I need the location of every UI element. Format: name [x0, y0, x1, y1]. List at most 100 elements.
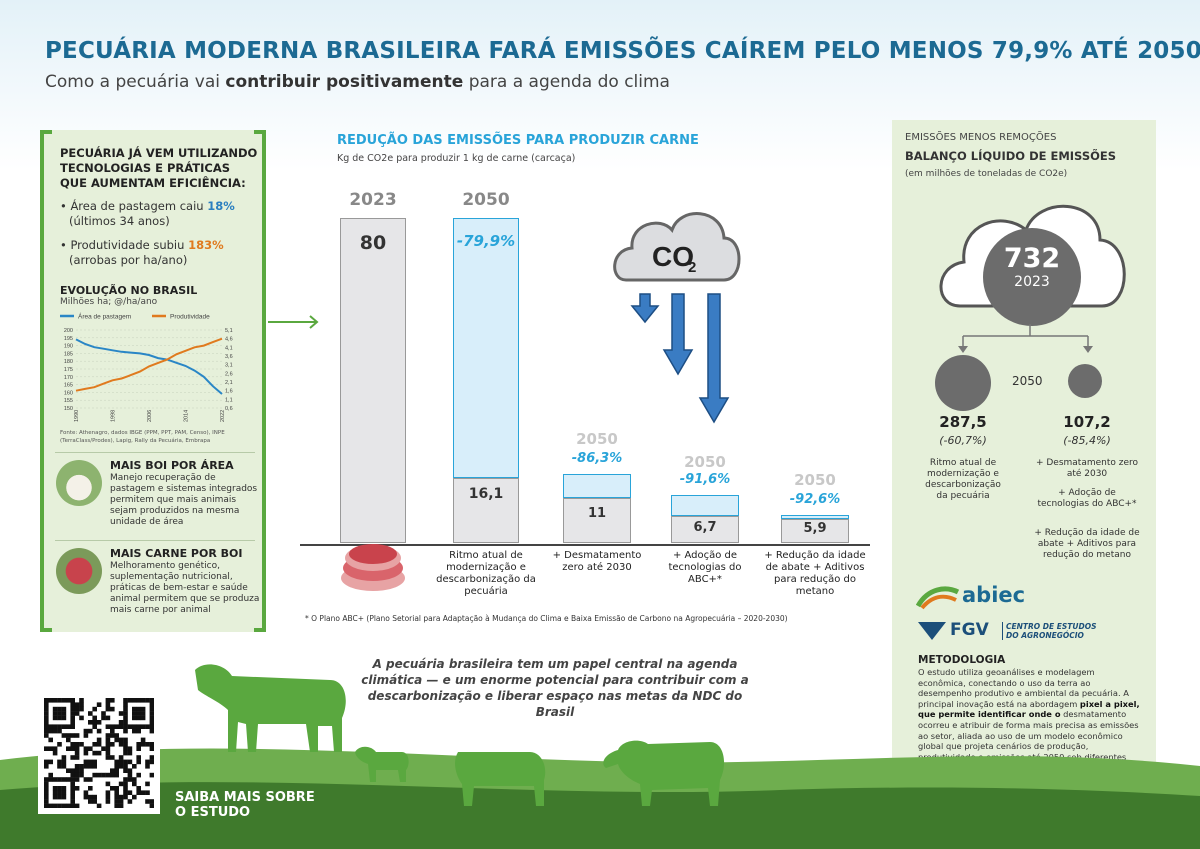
qr-module — [74, 702, 80, 707]
qr-module — [149, 746, 155, 751]
qr-module — [96, 803, 102, 809]
evolution-title: EVOLUÇÃO NO BRASIL — [60, 284, 198, 297]
qr-module — [88, 794, 93, 800]
qr-module — [140, 742, 146, 747]
qr-module — [61, 794, 67, 800]
series-line-pasture — [75, 338, 223, 395]
qr-module — [70, 711, 75, 716]
qr-module — [105, 724, 111, 729]
abiec-logo-icon — [916, 586, 960, 610]
bar-value-label: 11 — [587, 506, 607, 522]
emissions-label: EMISSÕES MENOS REMOÇÕES — [905, 132, 1057, 143]
qr-module — [52, 794, 58, 800]
bar-value-label: 80 — [359, 232, 387, 254]
learn-more-link[interactable]: SAIBA MAIS SOBRE O ESTUDO — [175, 790, 315, 820]
qr-module — [105, 750, 111, 756]
qr-module — [110, 772, 115, 778]
qr-module — [145, 742, 150, 747]
qr-module — [114, 799, 119, 804]
qr-module — [118, 764, 124, 769]
qr-module — [70, 772, 75, 778]
qr-module — [44, 764, 49, 769]
qr-module — [114, 733, 119, 738]
qr-module — [136, 755, 141, 760]
qr-module — [96, 772, 102, 778]
qr-module — [136, 742, 141, 747]
qr-module — [118, 759, 124, 765]
qr-module — [136, 715, 141, 721]
qr-module — [123, 720, 128, 725]
reduction-chart-title: REDUÇÃO DAS EMISSÕES PARA PRODUZIR CARNE — [337, 133, 699, 148]
qr-module — [110, 724, 115, 729]
qr-module — [114, 737, 119, 743]
qr-module — [110, 768, 115, 773]
net-balance-title: BALANÇO LÍQUIDO DE EMISSÕES — [905, 149, 1117, 163]
qr-module — [57, 759, 62, 765]
reduction-pct-label: -91,6% — [679, 472, 731, 487]
qr-module — [105, 698, 111, 703]
qr-module — [88, 799, 93, 804]
qr-module — [61, 715, 67, 721]
more-cattle-title: MAIS BOI POR ÁREA — [110, 459, 234, 472]
qr-module — [136, 786, 141, 791]
qr-module — [123, 728, 128, 734]
qr-module — [127, 746, 133, 751]
efficiency-heading: PECUÁRIA JÁ VEM UTILIZANDO TECNOLOGIAS E… — [60, 146, 258, 190]
qr-module — [92, 750, 97, 756]
qr-module — [57, 794, 62, 800]
qr-module — [145, 698, 150, 703]
evolution-chart-plot: Área de pastagem Produtividade20019519018… — [60, 312, 233, 422]
qr-module — [44, 777, 49, 782]
qr-module — [61, 733, 67, 738]
reduction-bar — [671, 495, 739, 516]
qr-module — [66, 746, 71, 751]
reduction-pct-label: -92,6% — [789, 492, 841, 507]
qr-module — [105, 799, 111, 804]
fgv-logo-text: FGV — [950, 620, 989, 640]
qr-module — [83, 759, 89, 765]
qr-module — [149, 799, 155, 804]
qr-module — [149, 755, 155, 760]
balance-b-caption-1: + Desmatamento zero até 2030 — [1035, 458, 1139, 479]
qr-module — [123, 715, 128, 721]
qr-module — [74, 803, 80, 809]
qr-module — [96, 702, 102, 707]
qr-module — [132, 777, 137, 782]
qr-code[interactable] — [38, 692, 160, 814]
qr-module — [74, 772, 80, 778]
balance-b-circle — [1068, 364, 1102, 398]
qr-module — [110, 733, 115, 738]
qr-module — [96, 728, 102, 734]
legend-label: Produtividade — [170, 314, 210, 321]
qr-module — [118, 794, 124, 800]
y-tick-right: 0,6 — [225, 406, 233, 412]
qr-module — [79, 768, 84, 773]
qr-module — [118, 711, 124, 716]
qr-module — [74, 742, 80, 747]
page-title: PECUÁRIA MODERNA BRASILEIRA FARÁ EMISSÕE… — [45, 38, 1200, 64]
source-note: Fonte: Athenagro, dados IBGE (PPM, PPT, … — [60, 430, 225, 444]
qr-module — [92, 724, 97, 729]
qr-module — [57, 724, 62, 729]
qr-module — [44, 702, 49, 707]
balance-b-value: 107,2 — [1063, 413, 1111, 431]
qr-module — [57, 706, 62, 712]
qr-module — [44, 794, 49, 800]
reduction-bar — [563, 474, 631, 499]
qr-module — [140, 790, 146, 795]
qr-module — [149, 772, 155, 778]
qr-module — [114, 786, 119, 791]
qr-module — [88, 786, 93, 791]
qr-module — [132, 728, 137, 734]
qr-module — [52, 750, 58, 756]
qr-module — [79, 706, 84, 712]
cattle-icon — [56, 460, 102, 506]
qr-module — [74, 750, 80, 756]
qr-module — [70, 768, 75, 773]
qr-module — [61, 803, 67, 809]
qr-module — [123, 790, 128, 795]
y-tick-left: 185 — [64, 351, 73, 357]
qr-module — [61, 711, 67, 716]
balance-a-pct: (-60,7%) — [939, 434, 987, 447]
qr-module — [123, 750, 128, 756]
